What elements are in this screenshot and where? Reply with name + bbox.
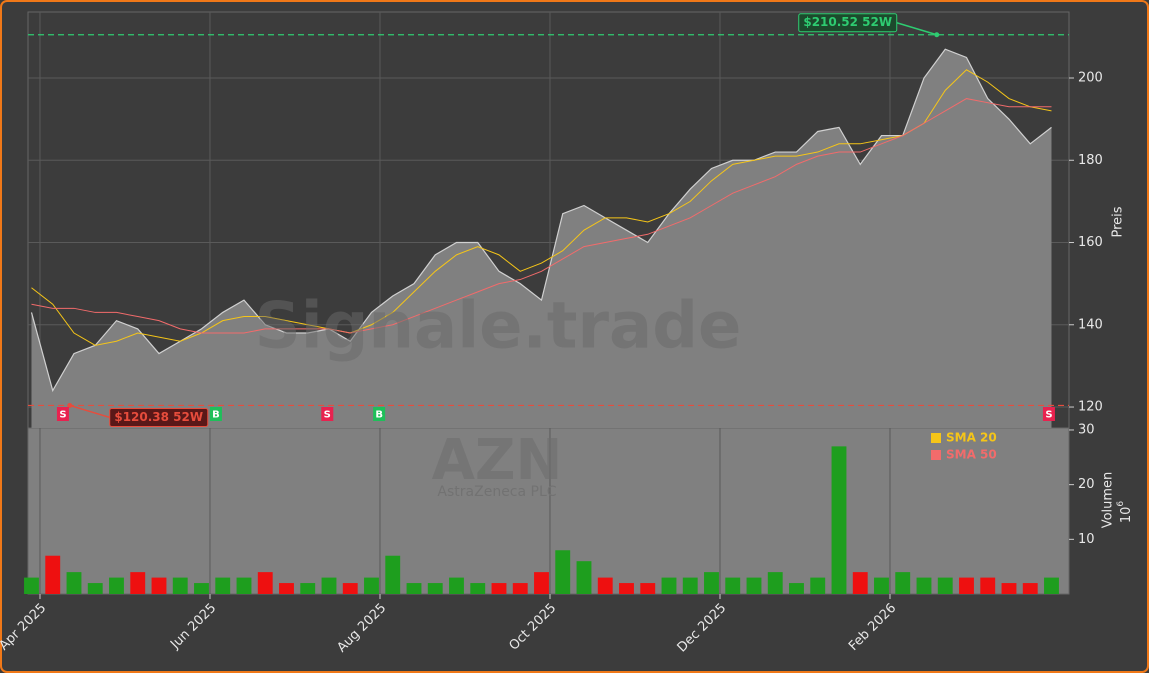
company: AstraZeneca PLC bbox=[437, 484, 556, 500]
volume-bar bbox=[1044, 577, 1059, 594]
volume-bar bbox=[597, 577, 613, 594]
volume-bar bbox=[831, 446, 847, 594]
annotation-point bbox=[67, 402, 73, 408]
volume-bar bbox=[87, 583, 103, 594]
volume-tick-label: 10 bbox=[1078, 532, 1095, 547]
ticker: AZN bbox=[432, 428, 563, 493]
y-tick-label: 180 bbox=[1078, 153, 1103, 168]
volume-bar bbox=[959, 577, 974, 594]
volume-bar bbox=[874, 577, 889, 594]
volume-bar bbox=[789, 583, 804, 594]
y-tick-label: 140 bbox=[1078, 317, 1103, 332]
volume-bar bbox=[321, 577, 337, 594]
volume-bar bbox=[24, 577, 39, 594]
volume-bar bbox=[172, 577, 188, 594]
signal-label: B bbox=[212, 410, 220, 421]
volume-bar bbox=[916, 577, 932, 594]
volume-bar bbox=[45, 555, 61, 594]
signal-marker bbox=[209, 407, 222, 421]
volume-bar bbox=[895, 572, 911, 594]
signal-label: S bbox=[324, 410, 331, 421]
y-tick-label: 120 bbox=[1078, 400, 1103, 415]
volume-bar bbox=[385, 555, 401, 594]
signal-label: S bbox=[59, 410, 66, 421]
volume-bar bbox=[151, 577, 167, 594]
signal-marker bbox=[56, 407, 69, 421]
annotation-label: $210.52 52W bbox=[803, 15, 892, 29]
volume-bar bbox=[130, 572, 146, 594]
volume-bar bbox=[1001, 583, 1017, 594]
volume-bar bbox=[342, 583, 358, 594]
y-axis-label: Preis bbox=[1111, 206, 1126, 237]
volume-bar bbox=[810, 577, 826, 594]
volume-bar bbox=[491, 583, 507, 594]
signal-label: S bbox=[1045, 410, 1052, 421]
annotation-arrow bbox=[69, 404, 110, 419]
volume-bar bbox=[512, 583, 528, 594]
volume-bar bbox=[640, 583, 656, 594]
signal-marker bbox=[1042, 407, 1055, 421]
volume-bar bbox=[555, 550, 571, 594]
legend-swatch bbox=[931, 450, 941, 460]
price-line bbox=[30, 48, 1052, 393]
volume-bar bbox=[279, 583, 294, 594]
annotation-label: $120.38 52W bbox=[114, 410, 203, 424]
volume-bar bbox=[980, 577, 996, 594]
volume-bar bbox=[406, 583, 422, 594]
volume-bar bbox=[215, 577, 231, 594]
volume-bar bbox=[576, 561, 592, 594]
volume-bar bbox=[534, 572, 549, 594]
volume-tick-label: 20 bbox=[1078, 477, 1095, 492]
volume-bar bbox=[236, 577, 252, 594]
volume-bar bbox=[767, 572, 783, 594]
volume-bar bbox=[937, 577, 953, 594]
y-tick-label: 200 bbox=[1078, 71, 1103, 86]
volume-bar bbox=[682, 577, 698, 594]
watermark: Signale.trade bbox=[255, 290, 742, 364]
plot: $210.52 52W $120.38 52W S B S B S bbox=[24, 13, 1069, 594]
legend-label: SMA 20 bbox=[946, 431, 997, 445]
legend-swatch bbox=[931, 433, 941, 443]
sma-line bbox=[31, 98, 1052, 334]
signal-label: B bbox=[375, 410, 383, 421]
volume-bar bbox=[194, 583, 209, 594]
volume-bar bbox=[427, 583, 443, 594]
volume-axis-label: Volumen bbox=[1101, 472, 1116, 529]
annotation-box bbox=[109, 407, 209, 427]
volume-bar bbox=[364, 577, 379, 594]
annotation-point bbox=[934, 32, 940, 38]
volume-bar bbox=[619, 583, 634, 594]
y-tick-label: 160 bbox=[1078, 235, 1103, 250]
signal-marker bbox=[373, 407, 386, 421]
volume-unit: 106 bbox=[1116, 501, 1134, 524]
unit-base: 10 bbox=[1119, 507, 1134, 524]
volume-bar bbox=[109, 577, 124, 594]
volume-bar bbox=[725, 577, 741, 594]
volume-bar bbox=[746, 577, 762, 594]
unit-exp: 6 bbox=[1116, 501, 1126, 507]
volume-bar bbox=[66, 572, 82, 594]
annotation-box bbox=[798, 13, 898, 33]
volume-tick-label: 30 bbox=[1078, 422, 1095, 437]
volume-bar bbox=[257, 572, 273, 594]
signal-marker bbox=[321, 407, 334, 421]
volume-bar bbox=[852, 572, 868, 594]
volume-bar bbox=[661, 577, 677, 594]
legend-label: SMA 50 bbox=[946, 448, 997, 462]
volume-bar bbox=[470, 583, 486, 594]
annotation-arrow bbox=[896, 22, 937, 36]
volume-bar bbox=[704, 572, 719, 594]
volume-bar bbox=[300, 583, 316, 594]
volume-bar bbox=[449, 577, 464, 594]
volume-bar bbox=[1022, 583, 1038, 594]
